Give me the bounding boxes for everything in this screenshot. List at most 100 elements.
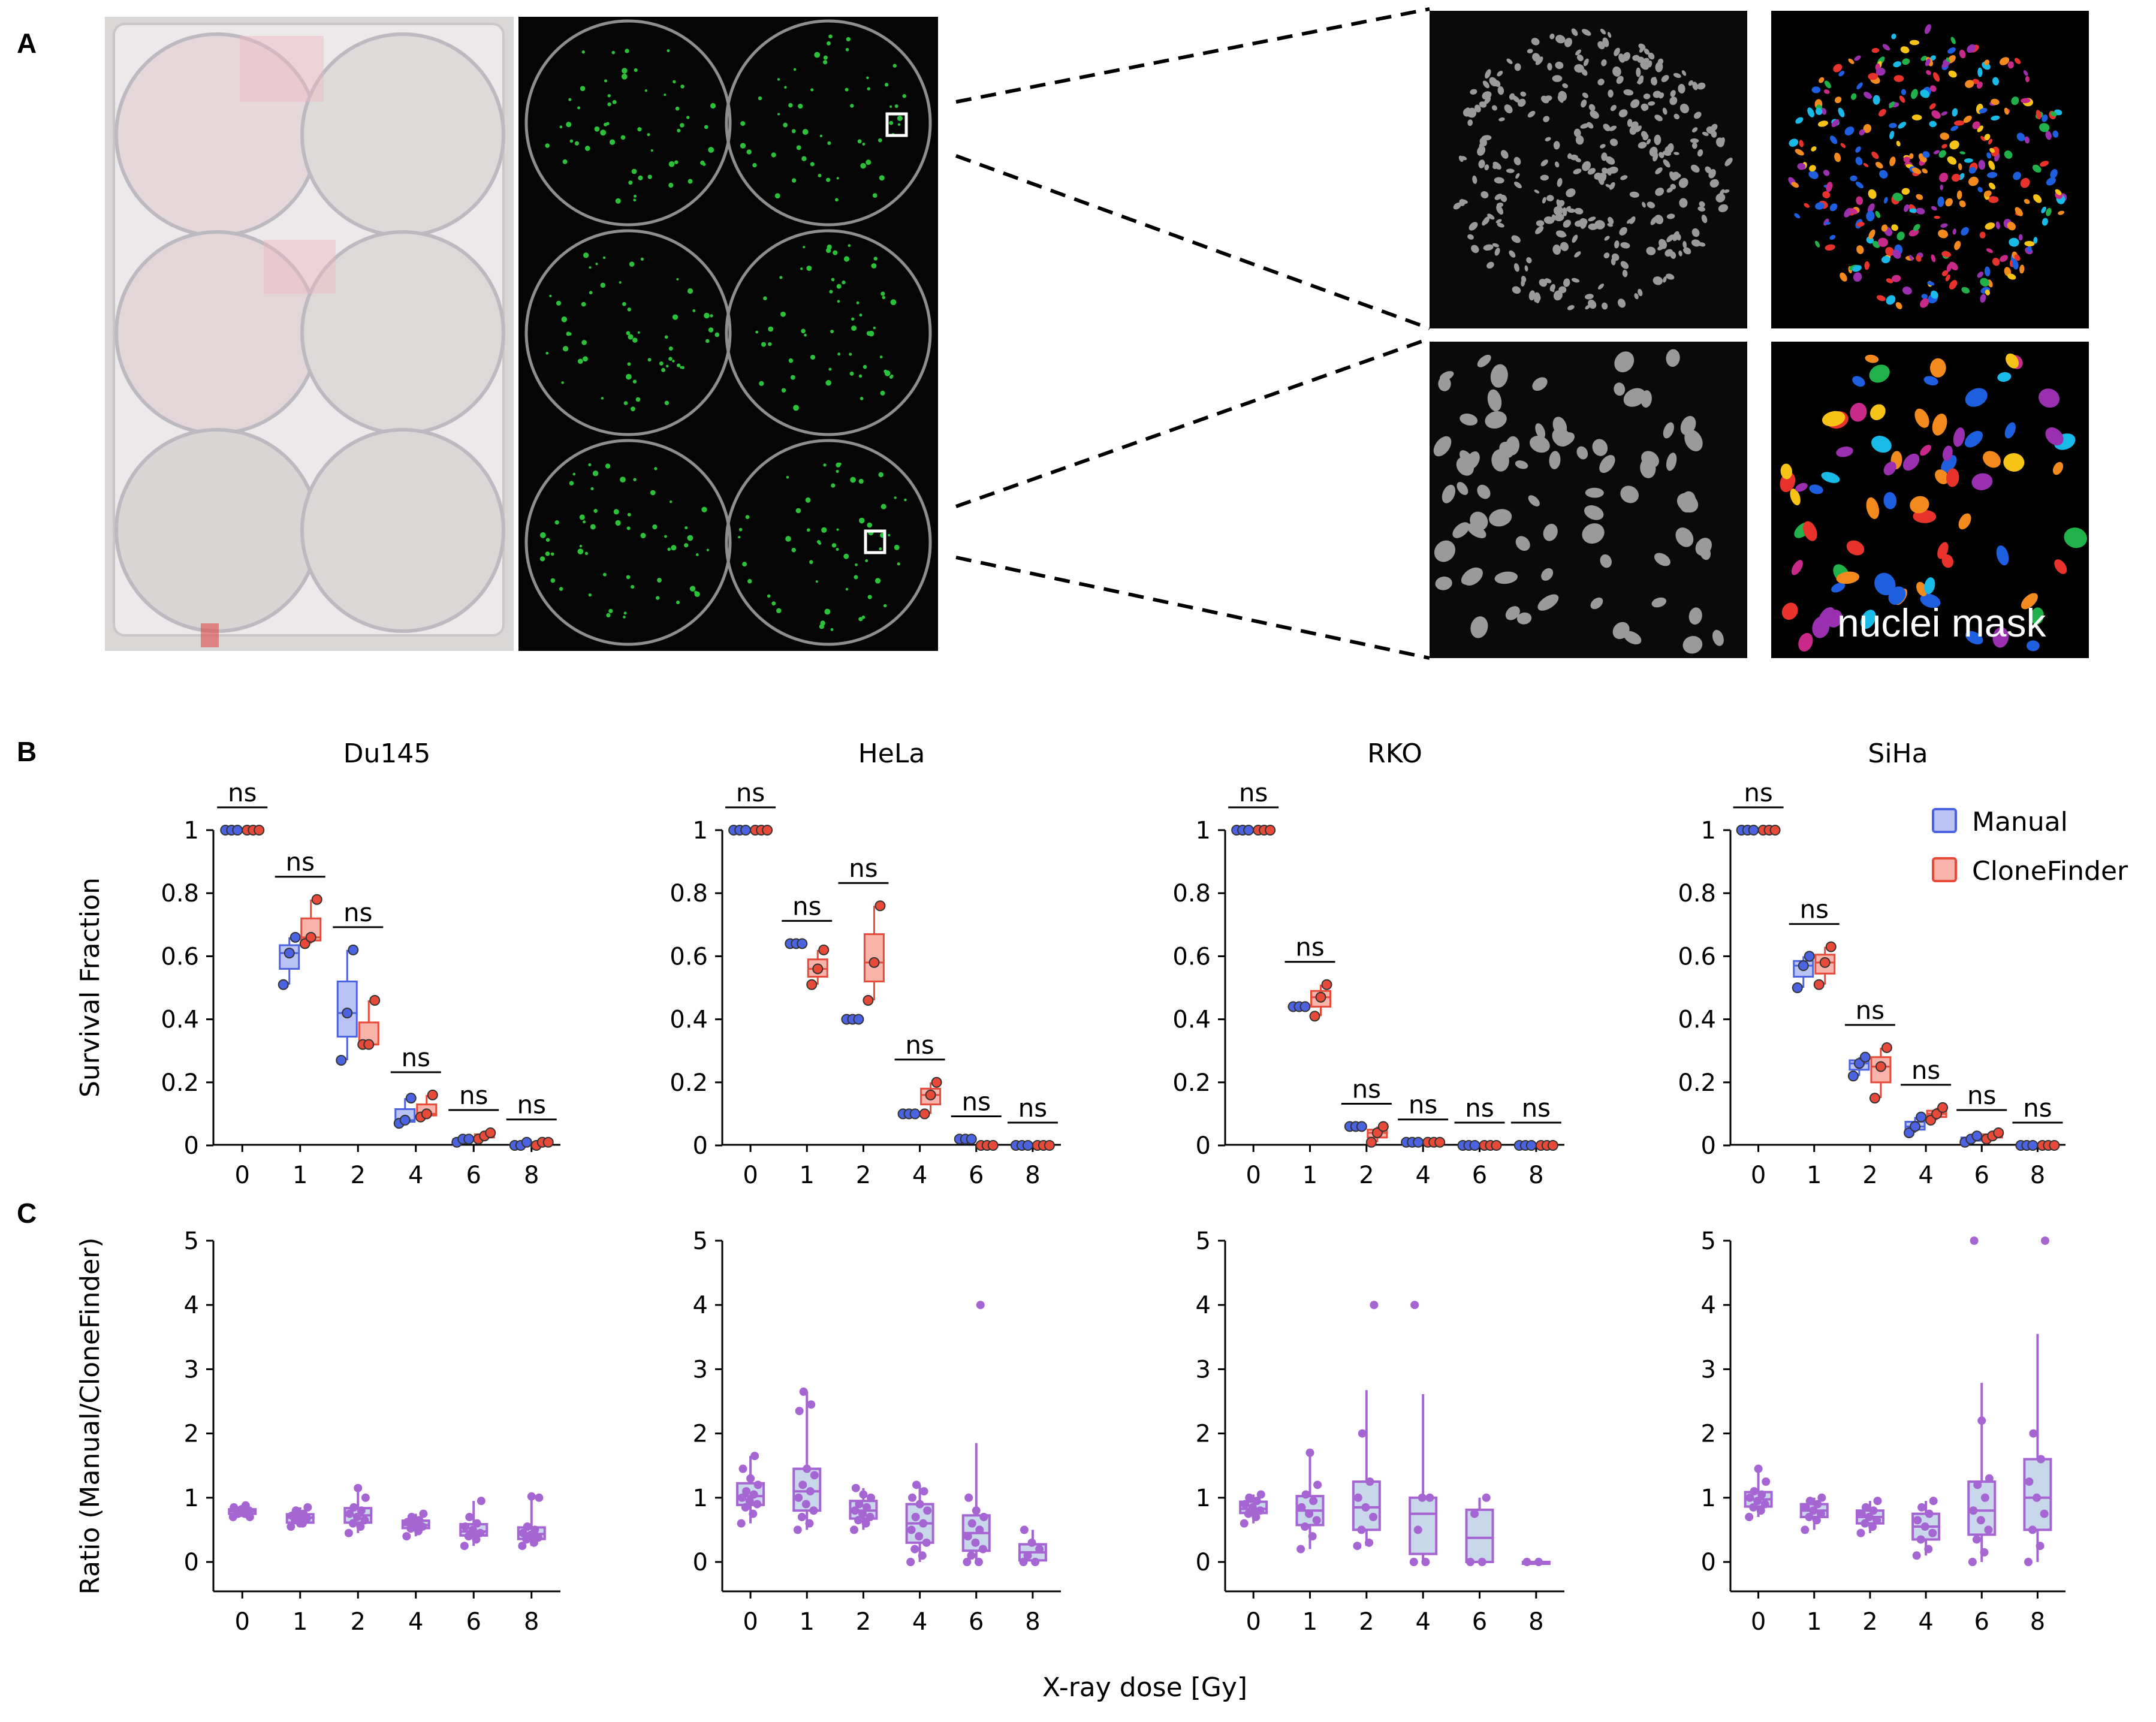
data-point xyxy=(1985,1474,1994,1483)
nucleus xyxy=(1494,177,1504,184)
nucleus xyxy=(1609,125,1617,131)
significance-label: ns xyxy=(1295,933,1325,962)
data-point xyxy=(415,1516,424,1525)
colony-dot xyxy=(774,193,780,199)
nucleus xyxy=(1672,231,1679,242)
data-point xyxy=(399,1114,411,1126)
nucleus xyxy=(1856,82,1863,90)
colony-dot xyxy=(845,587,849,591)
nucleus xyxy=(1554,161,1560,168)
y-tick-label: 0.2 xyxy=(1172,1069,1211,1097)
nucleus xyxy=(1885,247,1895,257)
nucleus xyxy=(1618,109,1628,117)
nucleus xyxy=(1629,191,1639,198)
nucleus xyxy=(1653,77,1657,83)
nucleus xyxy=(1563,219,1571,228)
y-tick-label: 1 xyxy=(1196,1485,1211,1512)
colony-dot xyxy=(622,68,628,74)
x-tick-label: 6 xyxy=(1472,1162,1487,1189)
data-point xyxy=(1756,1506,1765,1515)
colony-dot xyxy=(647,174,652,179)
nucleus xyxy=(2024,136,2030,144)
colony-dot xyxy=(810,88,814,92)
nucleus xyxy=(1505,606,1520,620)
colony-dot xyxy=(705,339,710,343)
nucleus xyxy=(1602,167,1608,174)
nucleus xyxy=(1838,107,1845,117)
colony-dot xyxy=(664,335,668,339)
colony-dot xyxy=(867,595,872,599)
x-tick-label: 0 xyxy=(1751,1162,1766,1189)
y-tick-label: 0.2 xyxy=(161,1069,199,1097)
colony-dot xyxy=(859,313,863,317)
colony-dot xyxy=(856,301,860,304)
x-tick-label: 4 xyxy=(408,1608,423,1636)
data-point xyxy=(1816,1509,1825,1518)
nucleus xyxy=(1948,70,1957,78)
colony-dot xyxy=(569,481,574,486)
data-point xyxy=(799,1387,808,1396)
nucleus xyxy=(1799,140,1804,147)
x-tick-label: 4 xyxy=(1918,1162,1933,1189)
significance-label: ns xyxy=(1744,778,1773,807)
colony-dot xyxy=(863,364,867,369)
nucleus xyxy=(1458,155,1464,162)
legend: Manual CloneFinder xyxy=(1932,807,2128,886)
nucleus xyxy=(1963,115,1972,123)
y-tick-label: 5 xyxy=(1701,1228,1716,1255)
nucleus xyxy=(1945,274,1950,282)
nucleus xyxy=(1634,293,1639,300)
nucleus xyxy=(1952,228,1956,235)
colony-dot xyxy=(828,34,833,39)
nucleus xyxy=(1892,249,1901,259)
nucleus xyxy=(1524,265,1528,272)
x-tick-label: 1 xyxy=(1302,1162,1317,1189)
colony-dot xyxy=(670,500,673,503)
data-point xyxy=(803,1464,812,1473)
data-point xyxy=(1410,1301,1419,1310)
nucleus xyxy=(1630,121,1639,129)
y-tick-label: 0.2 xyxy=(670,1069,708,1097)
data-point xyxy=(418,1522,427,1531)
data-point xyxy=(869,957,880,968)
nucleus xyxy=(1457,482,1469,495)
nucleus xyxy=(1888,586,1906,605)
nucleus xyxy=(1604,236,1610,241)
nucleus xyxy=(2050,168,2058,179)
colony-dot xyxy=(577,358,583,364)
data-point xyxy=(1358,1429,1367,1438)
data-point xyxy=(1309,1497,1318,1506)
colony-dot xyxy=(589,291,593,295)
nucleus xyxy=(1855,146,1861,153)
data-point xyxy=(349,1503,358,1512)
nucleus xyxy=(1718,204,1729,213)
nucleus xyxy=(1871,436,1892,453)
nucleus xyxy=(1537,594,1559,611)
nucleus xyxy=(1791,182,1799,188)
significance-label: ns xyxy=(1409,1090,1438,1120)
y-tick-label: 0.4 xyxy=(161,1006,199,1034)
box xyxy=(1352,1480,1381,1531)
colony-dot xyxy=(825,379,831,386)
nucleus xyxy=(1891,275,1901,282)
nucleus xyxy=(1481,135,1492,141)
nucleus xyxy=(1608,216,1614,225)
nucleus xyxy=(1835,96,1842,104)
nucleus xyxy=(1926,70,1931,76)
colony-dot xyxy=(850,477,856,483)
y-tick-label: 2 xyxy=(184,1421,199,1448)
nucleus xyxy=(1797,163,1806,170)
colony-dot xyxy=(623,611,627,615)
nucleus xyxy=(1590,597,1603,610)
nucleus xyxy=(1720,189,1725,195)
nuclei-images: nuclei mask xyxy=(1430,11,2089,658)
nucleus xyxy=(1599,177,1605,185)
nucleus xyxy=(1709,179,1719,188)
colony-dot xyxy=(654,467,658,471)
data-point xyxy=(1249,1506,1258,1515)
data-point xyxy=(750,1452,759,1461)
nucleus xyxy=(1642,201,1646,208)
nucleus xyxy=(1648,52,1655,60)
nucleus xyxy=(1889,131,1895,140)
nucleus xyxy=(1663,276,1667,283)
